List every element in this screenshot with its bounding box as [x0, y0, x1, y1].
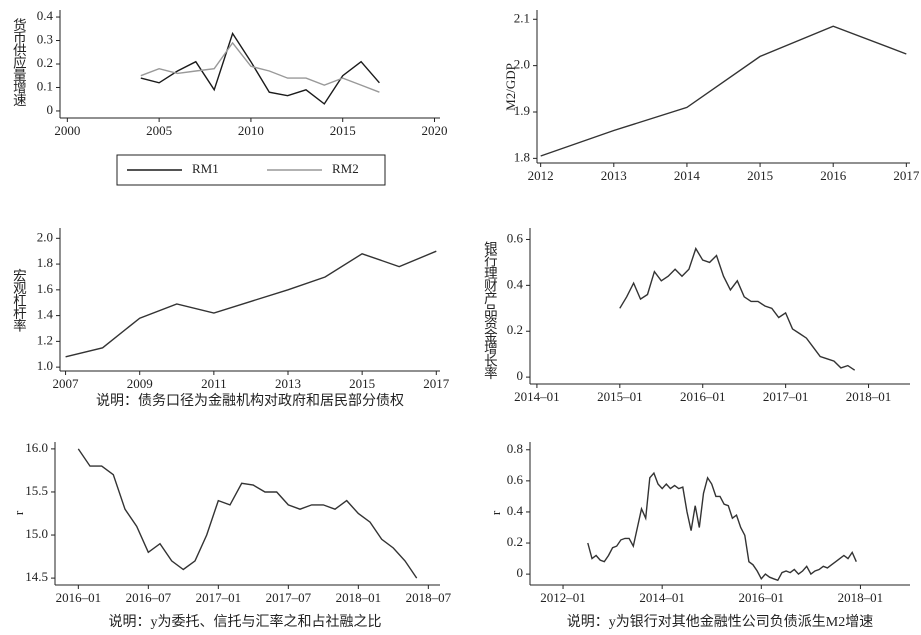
y-tick-label: 0.2	[37, 55, 53, 70]
x-tick-label: 2016–01	[56, 590, 102, 605]
x-tick-label: 2017–01	[763, 389, 809, 404]
x-tick-label: 2017–07	[266, 590, 312, 605]
note: 说明：债务口径为金融机构对政府和居民部分债权	[96, 393, 404, 409]
y-tick-label: 0.4	[37, 8, 54, 23]
y-tick-label: 0.4	[507, 276, 524, 291]
x-tick-label: 2018–01	[846, 389, 892, 404]
x-tick-label: 2005	[146, 123, 172, 138]
y-axis-label: M2/GDP	[503, 63, 518, 111]
y-tick-label: 1.8	[514, 149, 530, 164]
y-tick-label: 0.6	[507, 472, 524, 487]
legend-label: RM1	[192, 161, 219, 176]
x-tick-label: 2017	[893, 168, 920, 183]
x-tick-label: 2016–01	[739, 590, 785, 605]
data-line	[140, 31, 380, 105]
y-tick-label: 1.6	[37, 281, 54, 296]
y-tick-label: 15.5	[25, 483, 48, 498]
x-tick-label: 2009	[127, 376, 153, 391]
x-tick-label: 2012	[528, 168, 554, 183]
y-tick-label: 1.2	[37, 332, 53, 347]
x-tick-label: 2016–07	[126, 590, 172, 605]
legend-box	[116, 154, 386, 186]
x-tick-label: 2015–01	[597, 389, 643, 404]
y-axis-label: r	[488, 510, 503, 515]
y-tick-label: 1.8	[37, 255, 53, 270]
data-line	[77, 448, 418, 579]
note: 说明：y为委托、信托与汇率之和占社融之比	[109, 613, 382, 630]
data-line	[65, 250, 437, 358]
data-line	[540, 25, 907, 157]
x-tick-label: 2013	[275, 376, 301, 391]
y-axis-label: r	[11, 510, 26, 515]
y-tick-label: 2.0	[514, 57, 530, 72]
x-tick-label: 2013	[601, 168, 627, 183]
x-tick-label: 2018–07	[406, 590, 452, 605]
x-tick-label: 2016–01	[680, 389, 726, 404]
x-tick-label: 2017	[423, 376, 450, 391]
data-line	[619, 246, 856, 371]
x-tick-label: 2015	[330, 123, 356, 138]
x-tick-label: 2018–01	[336, 590, 382, 605]
y-axis-label: 银行理财产品资金增长率	[482, 241, 498, 380]
x-tick-label: 2014–01	[639, 590, 685, 605]
y-tick-label: 0.6	[507, 230, 524, 245]
x-tick-label: 2017–01	[196, 590, 242, 605]
y-tick-label: 2.0	[37, 229, 53, 244]
y-tick-label: 0	[517, 368, 524, 383]
y-tick-label: 0.2	[507, 322, 523, 337]
x-tick-label: 2007	[53, 376, 80, 391]
y-tick-label: 0	[47, 102, 54, 117]
x-tick-label: 2010	[238, 123, 264, 138]
x-tick-label: 2012–01	[540, 590, 586, 605]
y-tick-label: 0.1	[37, 78, 53, 93]
y-tick-label: 1.9	[514, 103, 530, 118]
y-tick-label: 2.1	[514, 10, 530, 25]
x-tick-label: 2011	[201, 376, 227, 391]
y-tick-label: 16.0	[25, 440, 48, 455]
x-tick-label: 2014–01	[514, 389, 560, 404]
x-tick-label: 2015	[747, 168, 773, 183]
x-tick-label: 2016	[820, 168, 847, 183]
data-line	[587, 471, 857, 582]
y-tick-label: 0	[517, 565, 524, 580]
x-tick-label: 2015	[349, 376, 375, 391]
y-tick-label: 15.0	[25, 526, 48, 541]
y-axis-label: 宏观杠杆率	[11, 269, 27, 333]
legend-label: RM2	[332, 161, 359, 176]
x-tick-label: 2018–01	[838, 590, 884, 605]
y-tick-label: 1.4	[37, 307, 54, 322]
note: 说明：y为银行对其他金融性公司负债派生M2增速	[567, 614, 873, 630]
y-tick-label: 0.4	[507, 503, 524, 518]
y-tick-label: 1.0	[37, 358, 53, 373]
y-tick-label: 0.2	[507, 534, 523, 549]
y-tick-label: 0.8	[507, 441, 523, 456]
x-tick-label: 2000	[54, 123, 80, 138]
x-tick-label: 2020	[421, 123, 447, 138]
y-axis-label: 货币供应量增速	[11, 17, 27, 108]
data-line	[140, 41, 380, 93]
y-tick-label: 14.5	[25, 569, 48, 584]
y-tick-label: 0.3	[37, 32, 53, 47]
x-tick-label: 2014	[674, 168, 701, 183]
